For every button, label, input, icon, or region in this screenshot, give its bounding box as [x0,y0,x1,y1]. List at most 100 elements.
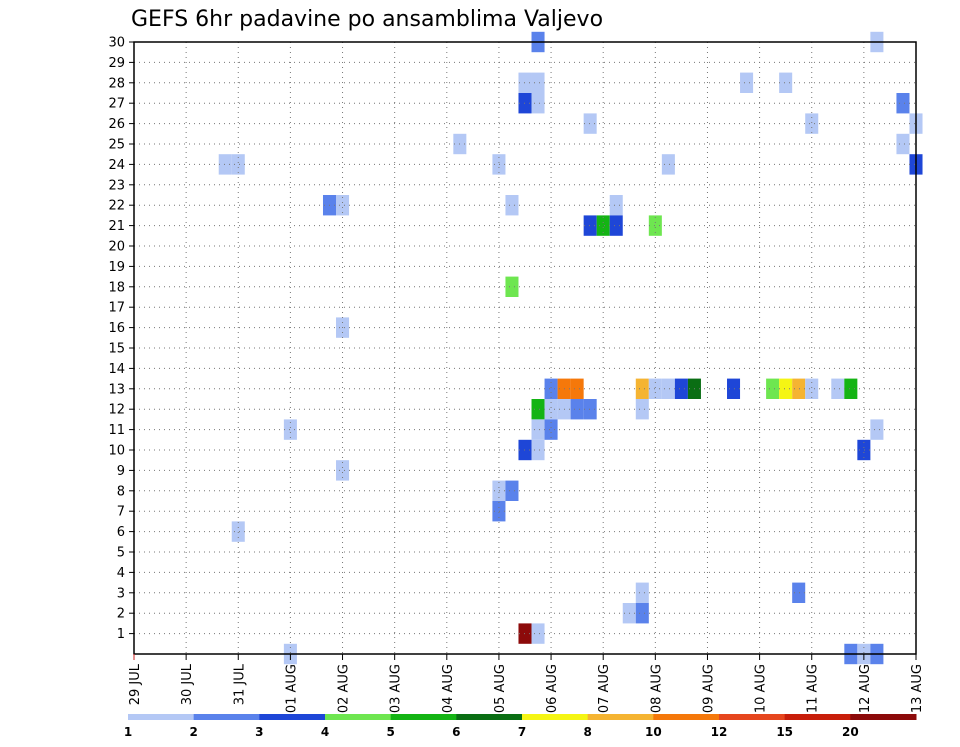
x-tick-label: 12 AUG [858,664,873,713]
colorbar-label: 2 [189,725,197,739]
x-tick-label: 29 JUL [128,663,143,705]
x-tick-label: 10 AUG [754,664,769,713]
y-tick-label: 10 [108,444,125,459]
precip-cell [857,439,871,461]
precip-cell [531,399,545,420]
y-tick-label: 27 [108,97,125,112]
y-tick-label: 3 [117,586,125,601]
colorbar-label: 8 [583,725,591,739]
precip-cell [505,195,519,216]
colorbar-swatch [325,714,392,720]
y-tick-label: 26 [108,117,125,132]
colorbar-label: 3 [255,725,263,739]
y-tick-label: 14 [108,362,125,377]
precip-cell [870,419,884,440]
colorbar-label: 7 [518,725,526,739]
y-tick-label: 13 [108,382,125,397]
y-tick-label: 2 [117,607,125,622]
precip-cell [674,378,688,399]
precip-cell [635,399,649,420]
colorbar-swatch [390,714,457,720]
y-tick-label: 5 [117,546,125,561]
precip-cell [792,378,806,399]
precip-cell [531,93,545,114]
colorbar-swatch [784,714,851,720]
precip-cell [505,276,519,297]
colorbar-swatch [850,714,917,720]
precip-cell [896,133,910,155]
precip-cell [492,154,506,175]
colorbar-legend: 1 2 3 4 5 6 7 8 10 12 15 20 [124,714,917,739]
precip-cell [570,399,584,420]
precip-cell [661,378,675,399]
x-tick-label: 03 AUG [389,664,404,713]
colorbar-label: 5 [386,725,394,739]
precip-cell [583,399,597,420]
x-tick-label: 08 AUG [649,664,664,713]
precip-cell [635,582,649,603]
precip-cell [727,378,741,399]
precip-cell [844,378,858,399]
y-tick-label: 17 [108,301,125,316]
precip-cell [336,460,350,481]
precip-cell [544,378,558,399]
y-tick-label: 20 [108,240,125,255]
y-tick-label: 22 [108,199,125,214]
colorbar-label: 15 [776,725,793,739]
y-tick-label: 29 [108,56,125,71]
precip-cell [740,72,754,93]
precip-cell [896,93,910,114]
precip-cell [583,215,597,236]
precip-cell [583,113,597,134]
precip-cell [531,419,545,440]
y-tick-label: 21 [108,219,125,234]
x-tick-label: 04 AUG [441,664,456,713]
precip-cell [570,378,584,399]
colorbar-swatch [128,714,195,720]
y-tick-label: 24 [108,158,125,173]
precip-cell [492,501,506,522]
precip-cell [492,480,506,501]
precip-cell [792,582,806,603]
y-tick-label: 28 [108,76,125,91]
y-tick-label: 4 [117,566,125,581]
x-axis: 29 JUL 30 JUL 31 JUL 01 AUG 02 AUG 03 AUG 04 A… [128,654,925,713]
y-tick-label: 12 [108,403,125,418]
x-tick-label: 31 JUL [232,663,247,705]
y-tick-label: 30 [108,36,125,51]
precip-cell [231,154,245,175]
x-tick-label: 01 AUG [284,664,299,713]
precip-cell [544,419,558,440]
precip-cell [648,378,662,399]
precip-cell [531,72,545,93]
y-tick-label: 18 [108,280,125,295]
precip-cell [283,419,297,440]
y-tick-label: 23 [108,178,125,193]
y-tick-label: 6 [117,525,125,540]
colorbar-swatch [719,714,786,720]
chart-title: GEFS 6hr padavine po ansamblima Valjevo [131,7,603,32]
precip-cell [336,195,350,216]
precip-cell [218,154,232,175]
precip-cell [609,195,623,216]
y-tick-label: 15 [108,342,125,357]
x-tick-label: 09 AUG [701,664,716,713]
x-tick-label: 30 JUL [180,663,195,705]
y-axis: 1234567891011121314151617181920212223242… [108,36,134,642]
y-tick-label: 1 [117,627,125,642]
x-tick-label: 13 AUG [910,664,925,713]
y-tick-label: 9 [117,464,125,479]
colorbar-swatch [587,714,654,720]
x-tick-label: 06 AUG [545,664,560,713]
precip-cell [231,521,245,542]
precip-cell [635,603,649,624]
colorbar-label: 6 [452,725,460,739]
colorbar-label: 1 [124,725,132,739]
precip-cell [544,399,558,420]
grid-lines [134,42,916,654]
colorbar-label: 4 [321,725,329,739]
precip-cell [661,154,675,175]
precip-cell [609,215,623,236]
colorbar-swatch [193,714,260,720]
